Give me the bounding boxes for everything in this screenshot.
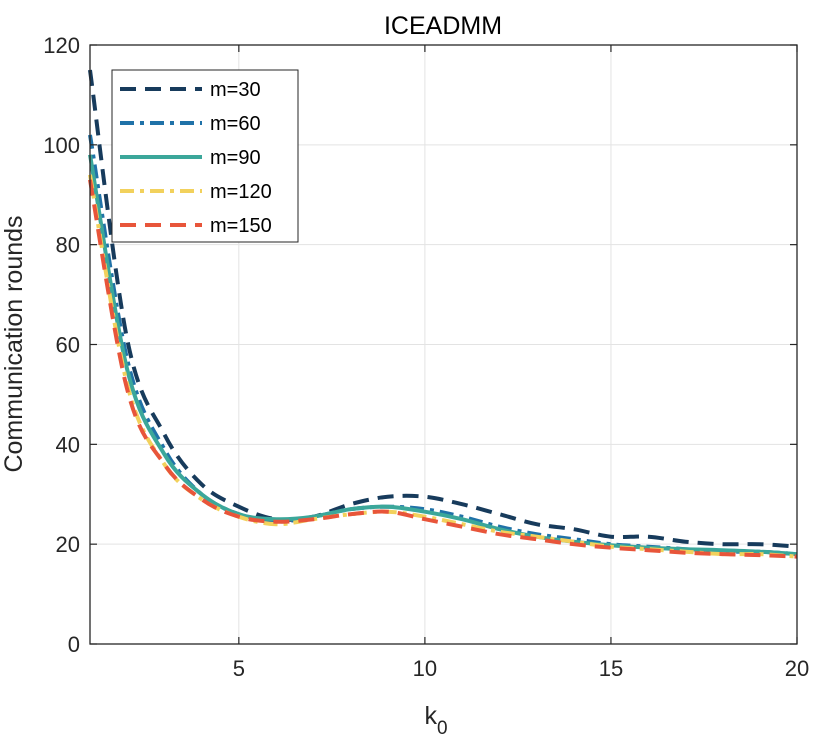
y-tick-label: 40 xyxy=(56,432,80,457)
x-tick-label: 10 xyxy=(413,656,437,681)
y-tick-label: 60 xyxy=(56,333,80,358)
series-line-m-30 xyxy=(88,69,798,549)
series-layer xyxy=(88,69,798,559)
series-line-m-150 xyxy=(88,179,798,559)
y-tick-label: 0 xyxy=(68,632,80,657)
x-tick-label: 15 xyxy=(599,656,623,681)
x-tick-label: 5 xyxy=(233,656,245,681)
y-tick-label: 120 xyxy=(43,33,80,58)
legend-label: m=60 xyxy=(210,113,261,135)
legend-label: m=30 xyxy=(210,79,261,101)
series-line-m-120 xyxy=(88,174,798,559)
y-tick-label: 100 xyxy=(43,133,80,158)
y-tick-label: 80 xyxy=(56,233,80,258)
tick-labels: 5 10 15 20 0 20 40 60 80 100 120 xyxy=(43,33,809,681)
y-tick-label: 20 xyxy=(56,532,80,557)
chart-title: ICEADMM xyxy=(384,12,502,40)
y-axis-label: Communication rounds xyxy=(0,215,28,472)
legend-label: m=90 xyxy=(210,147,261,169)
x-tick-label: 20 xyxy=(785,656,809,681)
legend: m=30 m=60 m=90 m=120 m=150 xyxy=(111,69,299,243)
x-axis-label-subscript: 0 xyxy=(437,718,448,739)
series-line-m-90 xyxy=(88,154,798,557)
ticks xyxy=(90,44,798,645)
legend-label: m=120 xyxy=(210,181,272,203)
legend-label: m=150 xyxy=(210,215,272,237)
x-axis-label: k0 xyxy=(424,702,447,739)
x-axis-label-main: k xyxy=(424,702,437,730)
